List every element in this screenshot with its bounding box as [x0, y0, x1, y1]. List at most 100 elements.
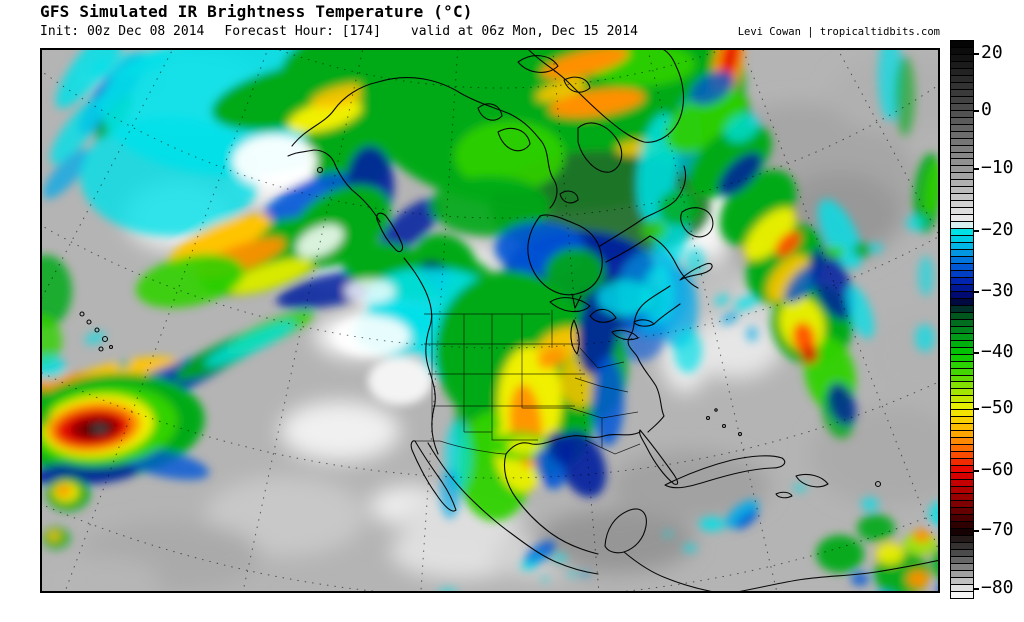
temperature-colorbar — [950, 40, 974, 599]
colorbar-segment — [951, 396, 973, 403]
colorbar-tick — [974, 168, 979, 171]
colorbar-segment — [951, 563, 973, 570]
colorbar-segment — [951, 480, 973, 486]
colorbar-tick-label: −50 — [981, 397, 1014, 419]
colorbar-tick — [974, 351, 979, 354]
colorbar-segment — [951, 47, 973, 54]
colorbar-segment — [951, 577, 973, 584]
colorbar-segment — [951, 570, 973, 577]
map-border — [40, 48, 940, 593]
colorbar-segment — [951, 54, 973, 61]
colorbar-tick-label: −70 — [981, 519, 1014, 541]
colorbar-segment — [951, 166, 973, 173]
colorbar-segment — [951, 222, 973, 229]
colorbar-segment — [951, 354, 973, 361]
valid-time: valid at 06z Mon, Dec 15 2014 — [410, 24, 638, 39]
colorbar-segment — [951, 201, 973, 208]
state-borders-layer — [415, 310, 641, 455]
colorbar-segment — [951, 445, 973, 452]
colorbar-segment — [951, 298, 973, 305]
colorbar-segment — [951, 410, 973, 417]
colorbar-segment — [951, 250, 973, 257]
colorbar-segment — [951, 284, 973, 291]
colorbar-segment — [951, 493, 973, 500]
forecast-hour: Forecast Hour: [174] — [224, 24, 381, 39]
colorbar-tick — [974, 470, 979, 472]
colorbar-tick-label: −10 — [981, 157, 1014, 179]
colorbar-segment — [951, 89, 973, 96]
init-time: Init: 00z Dec 08 2014 — [40, 24, 205, 39]
colorbar-segment — [951, 556, 973, 563]
ir-brightness-map — [40, 48, 940, 593]
colorbar-segment — [951, 96, 973, 103]
colorbar-segment — [951, 431, 973, 438]
colorbar-segment — [951, 145, 973, 152]
colorbar-segment — [951, 180, 973, 187]
colorbar-segment — [951, 584, 973, 591]
colorbar-segment — [951, 347, 973, 354]
colorbar-segment — [951, 305, 973, 312]
colorbar-tick-label: 0 — [981, 99, 992, 121]
colorbar-segment — [951, 375, 973, 382]
colorbar-segment — [951, 326, 973, 333]
colorbar-segment — [951, 75, 973, 82]
colorbar-segment — [951, 131, 973, 138]
colorbar-tick — [974, 110, 979, 113]
colorbar-segment — [951, 208, 973, 215]
credit-text: Levi Cowan | tropicaltidbits.com — [737, 26, 940, 38]
colorbar-segment — [951, 61, 973, 68]
colorbar-segment — [951, 438, 973, 445]
colorbar-segment — [951, 389, 973, 396]
coastlines-layer — [79, 48, 940, 593]
run-info-line: Init: 00z Dec 08 2014 Forecast Hour: [174… — [40, 24, 638, 39]
colorbar-segment — [951, 542, 973, 549]
colorbar-segment — [951, 277, 973, 284]
colorbar-tick — [974, 408, 979, 411]
colorbar-segment — [951, 459, 973, 466]
colorbar-segment — [951, 507, 973, 514]
colorbar-segment — [951, 319, 973, 326]
colorbar-segment — [951, 117, 973, 124]
colorbar-segment — [951, 124, 973, 131]
colorbar-segment — [951, 103, 973, 110]
colorbar-segment — [951, 528, 973, 535]
cold-cloud-color-layer — [40, 48, 940, 593]
colorbar-segment — [951, 236, 973, 243]
colorbar-segment — [951, 138, 973, 145]
colorbar-segment — [951, 229, 973, 236]
colorbar-segment — [951, 215, 973, 222]
colorbar-tick — [974, 530, 979, 533]
colorbar-tick — [974, 52, 979, 55]
colorbar-segment — [951, 110, 973, 117]
colorbar-tick-label: −80 — [981, 577, 1014, 599]
colorbar-segment — [951, 382, 973, 389]
colorbar-segment — [951, 340, 973, 347]
colorbar-segment — [951, 187, 973, 194]
colorbar-segment — [951, 291, 973, 298]
colorbar-tick — [974, 588, 979, 591]
colorbar-segment — [951, 159, 973, 166]
colorbar-segment — [951, 514, 973, 521]
colorbar-segment — [951, 591, 973, 598]
colorbar-tick-label: −30 — [981, 280, 1014, 302]
colorbar-segment — [951, 194, 973, 201]
colorbar-segment — [951, 82, 973, 89]
colorbar-segment — [951, 473, 973, 480]
colorbar-segment — [951, 521, 973, 528]
page-title: GFS Simulated IR Brightness Temperature … — [40, 2, 473, 21]
colorbar-segment — [951, 368, 973, 375]
colorbar-tick-label: −40 — [981, 340, 1014, 362]
colorbar-tick — [974, 229, 979, 232]
colorbar-segment — [951, 243, 973, 250]
colorbar-segment — [951, 452, 973, 459]
colorbar-tick-label: −60 — [981, 459, 1014, 480]
colorbar-segment — [951, 403, 973, 410]
colorbar-segment — [951, 257, 973, 263]
colorbar-segment — [951, 152, 973, 159]
colorbar-segment — [951, 312, 973, 319]
colorbar-segment — [951, 264, 973, 270]
colorbar-segment — [951, 68, 973, 75]
colorbar-segment — [951, 417, 973, 424]
colorbar-segment — [951, 41, 973, 47]
colorbar-segment — [951, 500, 973, 507]
